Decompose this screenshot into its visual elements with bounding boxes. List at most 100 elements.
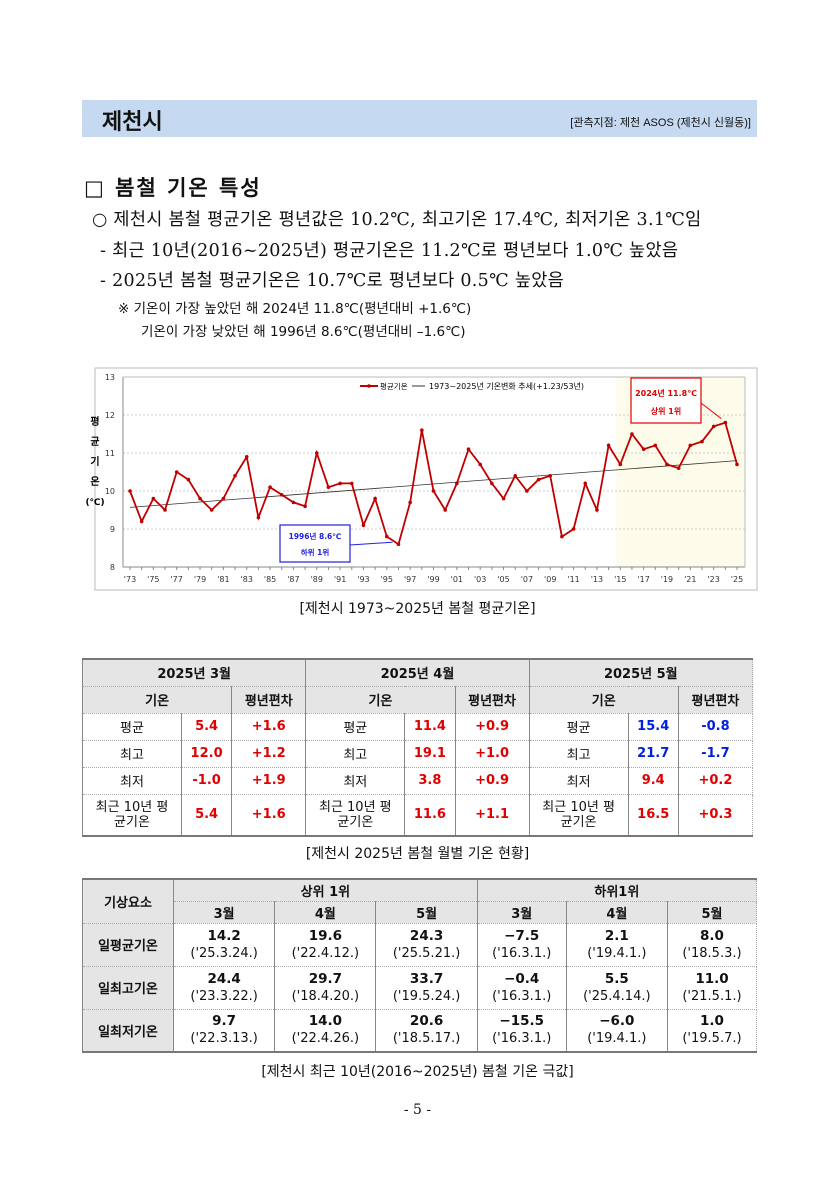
data-point (244, 455, 249, 459)
data-point (233, 474, 237, 478)
extreme-date: ('22.4.26.) (291, 1031, 360, 1047)
data-point (338, 481, 342, 486)
data-point (618, 462, 623, 467)
extreme-value: 20.6 (409, 1013, 444, 1030)
temp-value: 11.4 (404, 712, 456, 741)
extreme-value: 24.4 (207, 970, 241, 987)
extreme-cell: 2.1 ('19.4.1.) (565, 922, 668, 967)
x-tick-label: '19 (661, 575, 673, 584)
city-title: 제천시 (102, 110, 163, 135)
data-point (501, 496, 506, 501)
row-label: 평균 (528, 712, 629, 741)
extreme-cell: 29.7 ('18.4.20.) (274, 965, 377, 1010)
x-tick-label: '11 (567, 575, 579, 584)
x-tick-label: '13 (591, 575, 603, 584)
extreme-value: 5.5 (604, 970, 629, 987)
deviation-value: +1.2 (231, 739, 307, 768)
x-tick-label: '09 (544, 575, 556, 584)
table-row: 일최저기온 9.7 ('22.3.13.) 14.0 ('22.4.26.) 20.6 ('… (82, 1008, 758, 1053)
data-point (279, 493, 284, 497)
x-tick-label: '23 (707, 575, 719, 584)
y-tick-label: 8 (110, 563, 115, 572)
x-tick-label: '97 (404, 575, 416, 584)
extreme-date: ('19.5.7.) (682, 1031, 742, 1047)
temp-value: 5.4 (180, 793, 233, 837)
row-label: 최저 (82, 766, 182, 795)
x-tick-label: '89 (311, 575, 323, 584)
extreme-date: ('25.5.21.) (392, 945, 461, 961)
deviation-value: +0.3 (677, 793, 754, 837)
data-point (256, 515, 261, 520)
monthly-table-caption: [제천시 2025년 봄철 월별 기온 현황] (305, 846, 530, 862)
x-tick-label: '21 (684, 575, 696, 584)
extreme-value: 24.3 (409, 927, 444, 944)
data-point (128, 489, 132, 493)
data-point (513, 474, 518, 478)
data-point (373, 496, 377, 501)
trend-line (129, 460, 738, 508)
extreme-date: ('19.4.1.) (587, 945, 647, 961)
deviation-value: +1.0 (454, 739, 530, 768)
data-point (314, 451, 319, 455)
temp-value: 16.5 (627, 793, 679, 837)
note-lowest: 기온이 가장 낮았던 해 1996년 8.6℃(평년대비 –1.6℃) (141, 324, 466, 340)
data-point (385, 534, 389, 539)
data-point (396, 542, 401, 546)
data-point (221, 496, 226, 501)
extreme-value: −0.4 (504, 970, 540, 987)
extreme-value: 14.0 (308, 1013, 342, 1030)
month-header: 2025년 4월 (305, 658, 530, 687)
month-header: 4월 (274, 900, 377, 924)
data-point (209, 508, 214, 512)
bullet-recent10: - 최근 10년(2016~2025년) 평균기온은 11.2℃로 평년보다 1… (100, 241, 679, 261)
y-axis-label: 평 (90, 415, 99, 428)
month-header: 4월 (565, 900, 668, 924)
month-header: 2025년 5월 (528, 658, 754, 687)
x-tick-label: '83 (241, 575, 253, 584)
extreme-date: ('18.5.17.) (392, 1031, 461, 1047)
bullet-normal: ○ 제천시 봄철 평균기온 평년값은 10.2℃, 최고기온 17.4℃, 최저… (92, 210, 702, 230)
extreme-date: ('16.3.1.) (492, 988, 552, 1004)
row-label: 최고 (528, 739, 629, 768)
data-point (571, 527, 576, 531)
group-header-bottom: 하위1위 (476, 878, 758, 902)
extreme-date: ('19.4.1.) (587, 1031, 647, 1047)
annotation-text-highest: 2024년 11.8℃ (635, 388, 697, 398)
x-tick-label: '77 (170, 575, 182, 584)
y-tick-label: 12 (105, 411, 115, 420)
data-point (735, 462, 739, 467)
extremes-table-caption: [제천시 최근 10년(2016~2025년) 봄철 기온 극값] (261, 1064, 574, 1080)
extreme-cell: 14.0 ('22.4.26.) (274, 1008, 377, 1053)
temp-value: 12.0 (180, 739, 233, 768)
data-point (560, 534, 564, 539)
row-label: 최고 (82, 739, 182, 768)
data-point (361, 523, 366, 527)
temp-header: 기온 (81, 685, 233, 714)
data-point (186, 477, 191, 482)
row-label: 최근 10년 평균기온 (528, 793, 629, 837)
monthly-temperature-table: 2025년 3월 2025년 4월 2025년 5월 기온 평년편차 기온 평년편차 기온 평… (81, 658, 754, 837)
row-label: 최저 (528, 766, 629, 795)
data-point (408, 500, 412, 505)
x-tick-label: '79 (194, 575, 206, 584)
data-point (174, 470, 179, 474)
extreme-value: 8.0 (700, 927, 724, 944)
month-header: 5월 (666, 900, 758, 924)
deviation-value: -0.8 (677, 712, 754, 741)
deviation-value: +1.6 (231, 712, 307, 741)
note-highest: ※ 기온이 가장 높았던 해 2024년 11.8℃(평년대비 +1.6℃) (118, 301, 472, 317)
extreme-date: ('25.3.24.) (190, 945, 258, 961)
data-point (711, 424, 716, 429)
extreme-value: 2.1 (604, 927, 629, 944)
deviation-header: 평년편차 (231, 685, 307, 714)
station-info: [관측지점: 제천 ASOS (제천시 신월동)] (570, 117, 751, 129)
y-axis-label: (℃) (85, 498, 104, 508)
month-header: 3월 (172, 900, 276, 924)
extreme-cell: 5.5 ('25.4.14.) (565, 965, 668, 1010)
data-point (326, 485, 331, 489)
month-header: 2025년 3월 (81, 658, 307, 687)
temp-value: 3.8 (404, 766, 456, 795)
extreme-value: 9.7 (212, 1013, 237, 1030)
row-label: 일평균기온 (82, 922, 174, 967)
extreme-cell: 33.7 ('19.5.24.) (375, 965, 478, 1010)
